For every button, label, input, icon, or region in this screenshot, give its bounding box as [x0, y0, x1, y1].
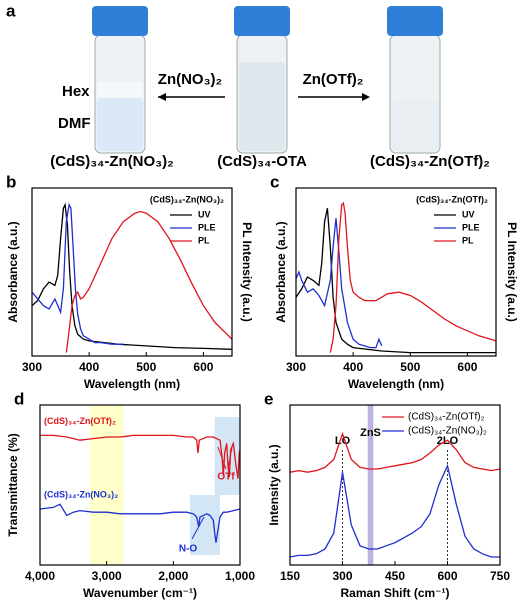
plot-frame: [295, 187, 497, 357]
x-axis-title: Wavelength (nm): [348, 377, 444, 391]
vial-cap: [92, 6, 148, 36]
legend-label: (CdS)₃₄-Zn(NO₃)₂: [408, 426, 487, 437]
x-axis-title: Wavelength (nm): [84, 377, 180, 391]
panel-label: e: [264, 389, 273, 408]
highlight-band: [90, 405, 124, 565]
legend-label: UV: [462, 209, 475, 219]
series-line: [31, 202, 124, 345]
x-tick-label: 600: [457, 360, 477, 374]
y-axis-title: Intensity (a.u.): [267, 444, 281, 525]
legend-label: (CdS)₃₄-Zn(OTf)₂: [408, 412, 485, 423]
vial: [234, 6, 290, 154]
arrow-head: [362, 93, 370, 101]
legend-label: PLE: [198, 222, 216, 232]
x-tick-label: 2,000: [158, 569, 188, 583]
series-line: [289, 463, 500, 558]
vial: [92, 6, 148, 154]
vial-cap: [387, 6, 443, 36]
reference-label: LO: [335, 435, 351, 447]
vial-liquid: [392, 100, 438, 151]
series-label: (CdS)₃₄-Zn(NO₃)₂: [44, 489, 118, 499]
solvent-label: DMF: [58, 115, 91, 132]
series-label: (CdS)₃₄-Zn(OTf)₂: [44, 416, 116, 426]
x-tick-label: 750: [490, 569, 510, 583]
x-tick-label: 500: [136, 360, 156, 374]
highlight-label: ZnS: [360, 427, 381, 439]
y2-axis-title: PL Intensity (a.u.): [505, 222, 519, 322]
x-tick-label: 300: [286, 360, 306, 374]
x-tick-label: 4,000: [25, 569, 55, 583]
legend-title: (CdS)₃₄-Zn(OTf)₂: [416, 194, 488, 204]
legend-label: PL: [198, 235, 210, 245]
solvent-label: Hex: [62, 83, 90, 100]
panel-label: c: [270, 172, 279, 191]
panel-label: a: [6, 1, 16, 20]
x-tick-label: 400: [343, 360, 363, 374]
series-line: [31, 202, 233, 350]
x-axis-title: Wavenumber (cm⁻¹): [83, 586, 197, 600]
series-line: [40, 434, 241, 479]
reagent-label: Zn(OTf)₂: [303, 71, 364, 88]
plot-frame: [31, 187, 233, 357]
series-line: [329, 201, 497, 353]
annotation: N-O: [179, 544, 198, 555]
y-axis-title: Absorbance (a.u.): [274, 221, 288, 322]
y-axis-title: Transmittance (%): [6, 433, 20, 536]
vials: [92, 6, 443, 154]
x-axis-title: Raman Shift (cm⁻¹): [340, 586, 449, 600]
x-tick-label: 1,000: [225, 569, 255, 583]
x-tick-label: 600: [193, 360, 213, 374]
highlight-band: [190, 495, 220, 555]
vial-cap: [234, 6, 290, 36]
annotation-arrow: [191, 516, 205, 540]
sample-label: (CdS)₃₄-Zn(OTf)₂: [370, 153, 490, 170]
series-line: [289, 431, 501, 473]
legend-title: (CdS)₃₄-Zn(NO₃)₂: [150, 194, 224, 204]
sample-label: (CdS)₃₄-Zn(NO₃)₂: [50, 153, 174, 170]
highlight-band: [367, 405, 374, 565]
vial-liquid: [97, 82, 143, 98]
x-tick-label: 400: [79, 360, 99, 374]
vial: [387, 6, 443, 154]
y-axis-title: Absorbance (a.u.): [6, 221, 20, 322]
panel-label: d: [14, 389, 24, 408]
x-tick-label: 150: [280, 569, 300, 583]
vial-liquid: [239, 62, 285, 151]
x-tick-label: 3,000: [92, 569, 122, 583]
annotation-arrow: [217, 446, 227, 470]
legend-label: PL: [462, 235, 474, 245]
series-line: [39, 503, 241, 543]
panel-label: b: [6, 172, 16, 191]
x-tick-label: 500: [400, 360, 420, 374]
arrow-head: [158, 93, 166, 101]
y2-axis-title: PL Intensity (a.u.): [240, 222, 254, 322]
x-tick-label: 600: [437, 569, 457, 583]
annotation-arrow: [227, 446, 233, 470]
x-tick-label: 450: [385, 569, 405, 583]
plot-frame: [39, 404, 241, 566]
reagent-label: Zn(NO₃)₂: [158, 71, 222, 88]
x-tick-label: 300: [332, 569, 352, 583]
series-line: [65, 210, 233, 353]
x-tick-label: 300: [22, 360, 42, 374]
legend-label: UV: [198, 209, 211, 219]
sample-label: (CdS)₃₄-OTA: [217, 153, 307, 170]
legend-label: PLE: [462, 222, 480, 232]
vial-liquid: [97, 98, 143, 151]
annotation: OTf: [217, 472, 235, 483]
